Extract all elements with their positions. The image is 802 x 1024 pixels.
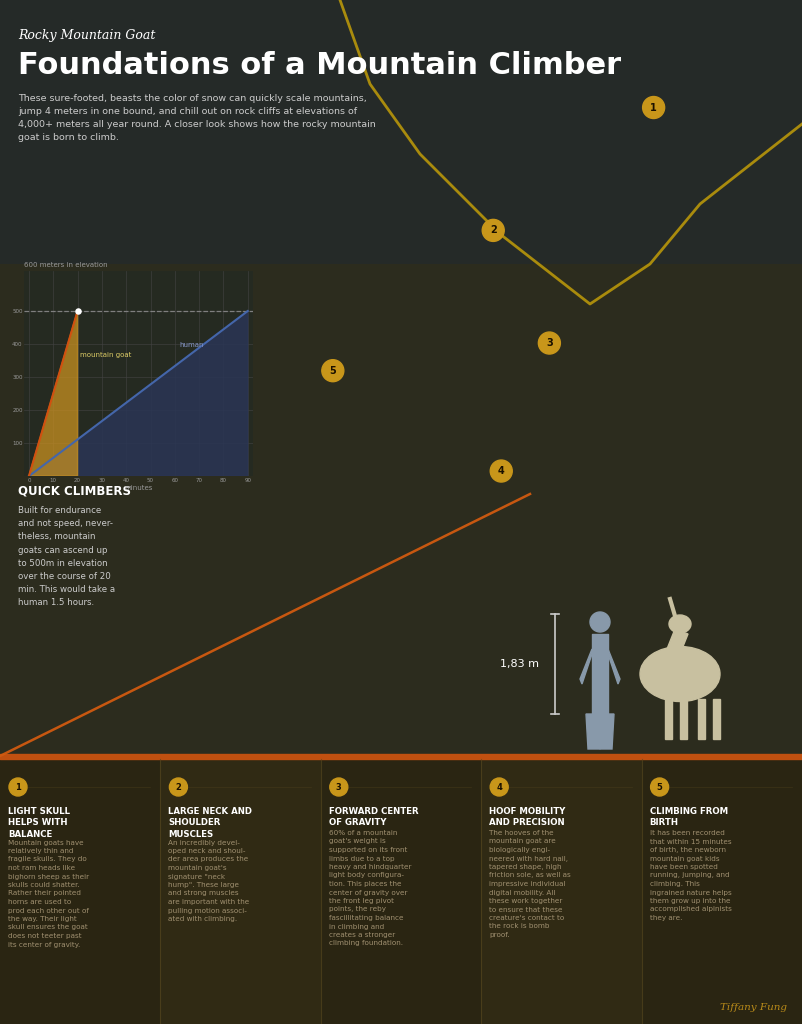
Circle shape (650, 778, 669, 796)
Polygon shape (680, 699, 687, 739)
Polygon shape (713, 699, 720, 739)
Bar (0, 0, 802, 784)
Text: Tiffany Fung: Tiffany Fung (720, 1002, 787, 1012)
Text: HOOF MOBILITY
AND PRECISION: HOOF MOBILITY AND PRECISION (489, 807, 565, 827)
Text: LIGHT SKULL
HELPS WITH
BALANCE: LIGHT SKULL HELPS WITH BALANCE (8, 807, 70, 839)
Text: Foundations of a Mountain Climber: Foundations of a Mountain Climber (18, 51, 621, 80)
Polygon shape (608, 649, 620, 684)
Text: 1,83 m: 1,83 m (500, 659, 539, 669)
Polygon shape (698, 699, 705, 739)
Point (71, 303, 84, 319)
Bar (321, 759, 481, 1024)
Text: 60% of a mountain
goat's weight is
supported on its front
limbs due to a top
hea: 60% of a mountain goat's weight is suppo… (329, 830, 411, 946)
Bar (481, 759, 642, 1024)
Circle shape (490, 778, 508, 796)
Circle shape (538, 332, 561, 354)
Circle shape (482, 219, 504, 242)
Text: 3: 3 (336, 782, 342, 792)
Polygon shape (29, 311, 248, 476)
Polygon shape (665, 629, 688, 654)
Circle shape (322, 359, 344, 382)
Circle shape (490, 460, 512, 482)
Polygon shape (665, 699, 672, 739)
Text: 2: 2 (490, 225, 496, 236)
Text: 5: 5 (330, 366, 336, 376)
Text: 1: 1 (15, 782, 21, 792)
Polygon shape (586, 714, 600, 749)
X-axis label: minutes: minutes (124, 485, 152, 492)
Circle shape (590, 612, 610, 632)
Text: Built for endurance
and not speed, never-
theless, mountain
goats can ascend up
: Built for endurance and not speed, never… (18, 506, 115, 607)
Text: FORWARD CENTER
OF GRAVITY: FORWARD CENTER OF GRAVITY (329, 807, 419, 827)
Polygon shape (29, 311, 78, 476)
Bar (0, 759, 802, 1024)
Text: 600 meters in elevation: 600 meters in elevation (24, 262, 107, 268)
Text: 2: 2 (176, 782, 181, 792)
Bar (0, 264, 802, 784)
Text: QUICK CLIMBERS: QUICK CLIMBERS (18, 484, 131, 497)
Text: These sure-footed, beasts the color of snow can quickly scale mountains,
jump 4 : These sure-footed, beasts the color of s… (18, 94, 376, 141)
Bar (160, 759, 321, 1024)
Ellipse shape (640, 646, 720, 701)
Text: CLIMBING FROM
BIRTH: CLIMBING FROM BIRTH (650, 807, 727, 827)
Text: An incredibly devel-
oped neck and shoul-
der area produces the
mountain goat's
: An incredibly devel- oped neck and shoul… (168, 840, 249, 922)
Circle shape (9, 778, 27, 796)
Text: mountain goat: mountain goat (80, 352, 132, 358)
Polygon shape (600, 714, 614, 749)
Bar (642, 759, 802, 1024)
Bar (0, 759, 160, 1024)
Text: 4: 4 (496, 782, 502, 792)
Text: 5: 5 (657, 782, 662, 792)
Text: LARGE NECK AND
SHOULDER
MUSCLES: LARGE NECK AND SHOULDER MUSCLES (168, 807, 253, 839)
Text: Mountain goats have
relatively thin and
fragile skulls. They do
not ram heads li: Mountain goats have relatively thin and … (8, 840, 89, 947)
Text: 3: 3 (546, 338, 553, 348)
Circle shape (169, 778, 188, 796)
Text: 1: 1 (650, 102, 657, 113)
Ellipse shape (669, 615, 691, 633)
Text: 4: 4 (498, 466, 504, 476)
Circle shape (642, 96, 665, 119)
Text: It has been recorded
that within 15 minutes
of birth, the newborn
mountain goat : It has been recorded that within 15 minu… (650, 830, 731, 921)
Text: The hooves of the
mountain goat are
biologically engi-
neered with hard nail,
ta: The hooves of the mountain goat are biol… (489, 830, 571, 938)
Text: Rocky Mountain Goat: Rocky Mountain Goat (18, 29, 156, 42)
Text: human: human (180, 342, 205, 348)
Polygon shape (580, 649, 592, 684)
Circle shape (330, 778, 348, 796)
